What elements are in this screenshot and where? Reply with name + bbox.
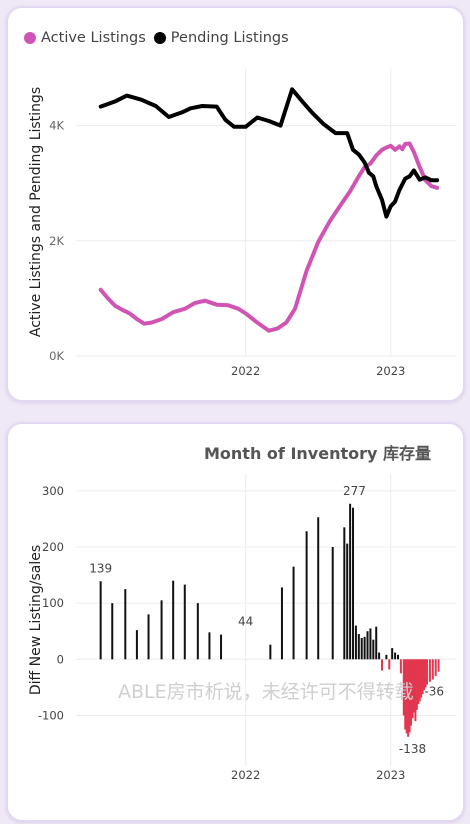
legend-swatch-pending	[153, 32, 166, 44]
bar	[196, 603, 199, 660]
bar	[421, 659, 424, 695]
bar	[399, 659, 402, 674]
bar	[410, 659, 413, 726]
bar	[388, 659, 391, 670]
bar	[343, 527, 346, 660]
y-tick-label: 100	[42, 596, 64, 610]
data-label: 139	[89, 561, 112, 575]
bar	[357, 634, 360, 660]
bar	[317, 517, 320, 660]
inventory-bar-chart: -100 0 100 200 300 2022 2023 Diff New Listing/s…	[28, 474, 456, 782]
series-line-active	[98, 141, 440, 333]
y-axis-title: Active Listings and Pending Listings	[28, 87, 44, 337]
bar	[418, 659, 421, 702]
bar	[396, 654, 399, 660]
data-label: 44	[238, 615, 253, 629]
x-tick-label: 2023	[376, 768, 405, 782]
bar	[414, 659, 417, 722]
bar	[183, 584, 186, 660]
bar	[391, 648, 394, 660]
y-tick-label: 2K	[49, 234, 64, 248]
legend-label-active: Active Listings	[41, 30, 146, 46]
bar	[434, 659, 437, 677]
listings-line-chart: 0K 2K 4K 2022 2023 Active Listings and Pendin…	[28, 68, 456, 378]
bar	[135, 630, 138, 660]
bar	[425, 659, 428, 685]
bar	[385, 654, 388, 660]
data-label: 277	[343, 484, 366, 498]
bar	[428, 659, 431, 682]
chart-title: Month of Inventory 库存量	[204, 444, 431, 463]
y-axis-title: Diff New Listing/sales	[28, 545, 44, 695]
bar	[124, 589, 127, 660]
y-tick-label: 0	[57, 652, 64, 666]
bar	[408, 659, 411, 733]
watermark-text: ABLE房市析说，未经许可不得转载	[118, 681, 414, 703]
y-tick-label: -100	[38, 708, 64, 722]
bar	[420, 659, 423, 698]
series-line-pending	[98, 87, 440, 219]
bar	[172, 580, 175, 660]
bar	[366, 631, 369, 660]
bar	[369, 628, 372, 660]
bar	[415, 659, 418, 710]
bar	[375, 626, 378, 660]
bar	[111, 603, 114, 660]
y-tick-label: 200	[42, 540, 64, 554]
bar	[431, 659, 434, 680]
bar	[437, 659, 440, 672]
bar	[405, 659, 408, 734]
chart-legend: Active Listings Pending Listings	[24, 30, 297, 46]
bar	[354, 625, 357, 660]
legend-swatch-active	[24, 32, 36, 44]
y-tick-label: 0K	[49, 349, 64, 363]
inventory-chart-card: Month of Inventory 库存量 -100 0 100 200 300 202…	[6, 422, 465, 822]
bar	[208, 632, 211, 660]
bar	[411, 659, 414, 719]
data-label: -36	[424, 685, 444, 699]
bar	[160, 600, 163, 660]
x-tick-label: 2022	[231, 364, 260, 378]
bar	[352, 507, 355, 660]
bar	[423, 659, 426, 691]
legend-item-pending[interactable]: Pending Listings	[153, 30, 289, 46]
bar	[147, 614, 150, 660]
y-tick-label: 4K	[49, 119, 64, 133]
bar	[292, 566, 295, 660]
bar	[372, 639, 375, 660]
bar	[363, 636, 366, 660]
data-label: -138	[399, 742, 426, 756]
bar	[402, 659, 405, 716]
bar	[360, 637, 363, 660]
bar	[394, 652, 397, 660]
legend-label-pending: Pending Listings	[170, 30, 289, 46]
bar	[305, 531, 308, 660]
bar	[412, 659, 415, 713]
bar	[99, 581, 102, 660]
bar	[407, 659, 410, 737]
y-tick-label: 300	[42, 484, 64, 498]
bar	[280, 587, 283, 660]
legend-item-active[interactable]: Active Listings	[24, 30, 146, 46]
bar	[331, 547, 334, 660]
bar	[378, 652, 381, 660]
listings-chart-card: Active Listings Pending Listings 0K 2K 4K 2…	[6, 6, 465, 402]
bar	[424, 659, 427, 688]
bar	[220, 634, 223, 660]
x-tick-label: 2023	[376, 364, 405, 378]
x-tick-label: 2022	[231, 768, 260, 782]
bar	[417, 659, 420, 705]
bar	[381, 659, 384, 671]
bar	[269, 644, 272, 660]
bar	[346, 543, 349, 660]
bar	[404, 659, 407, 730]
bar	[349, 503, 352, 660]
